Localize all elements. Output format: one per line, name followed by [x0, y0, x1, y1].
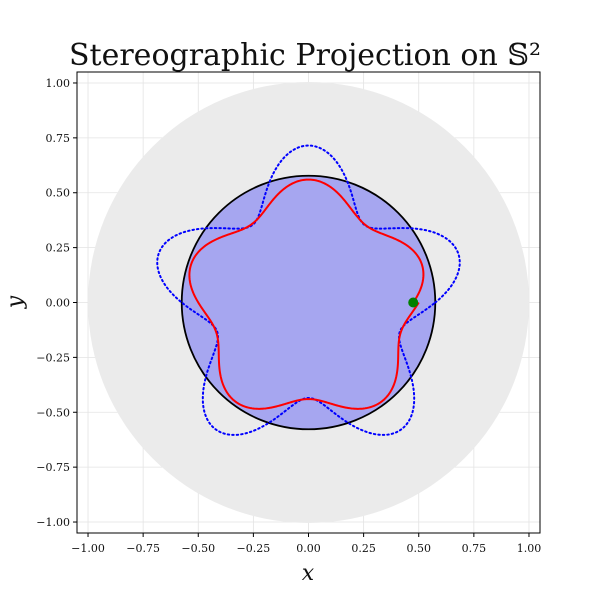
x-ticks: −1.00 −0.75 −0.50 −0.25 0.00 0.25 0.50 0.75 1.00: [71, 533, 541, 555]
y-tick-label: 0.75: [46, 132, 71, 145]
x-tick-label: −1.00: [71, 542, 105, 555]
x-axis-label: x: [302, 561, 315, 586]
x-tick-label: −0.50: [181, 542, 215, 555]
y-tick-label: 0.25: [46, 242, 71, 255]
y-tick-label: −1.00: [36, 516, 70, 529]
x-tick-label: −0.25: [237, 542, 271, 555]
x-tick-label: 1.00: [517, 542, 542, 555]
dotted-curve: [156, 144, 461, 436]
x-tick-label: 0.50: [406, 542, 431, 555]
y-tick-label: 0.00: [46, 297, 71, 310]
y-tick-label: 1.00: [46, 77, 71, 90]
x-tick-label: 0.25: [351, 542, 376, 555]
x-tick-label: 0.75: [462, 542, 487, 555]
y-ticks: −1.00 −0.75 −0.50 −0.25 0.00 0.25 0.50 0.75 1.00: [36, 77, 77, 529]
y-tick-label: 0.50: [46, 187, 71, 200]
start-marker: [408, 297, 419, 308]
x-tick-label: −0.75: [126, 542, 160, 555]
projected-disk: [180, 174, 437, 431]
red-curve: [188, 178, 425, 410]
y-axis-label: y: [3, 295, 28, 309]
y-tick-label: −0.75: [36, 461, 70, 474]
chart-title: Stereographic Projection on 𝕊²: [69, 38, 541, 73]
y-tick-label: −0.50: [36, 406, 70, 419]
y-tick-label: −0.25: [36, 351, 70, 364]
x-tick-label: 0.00: [296, 542, 321, 555]
